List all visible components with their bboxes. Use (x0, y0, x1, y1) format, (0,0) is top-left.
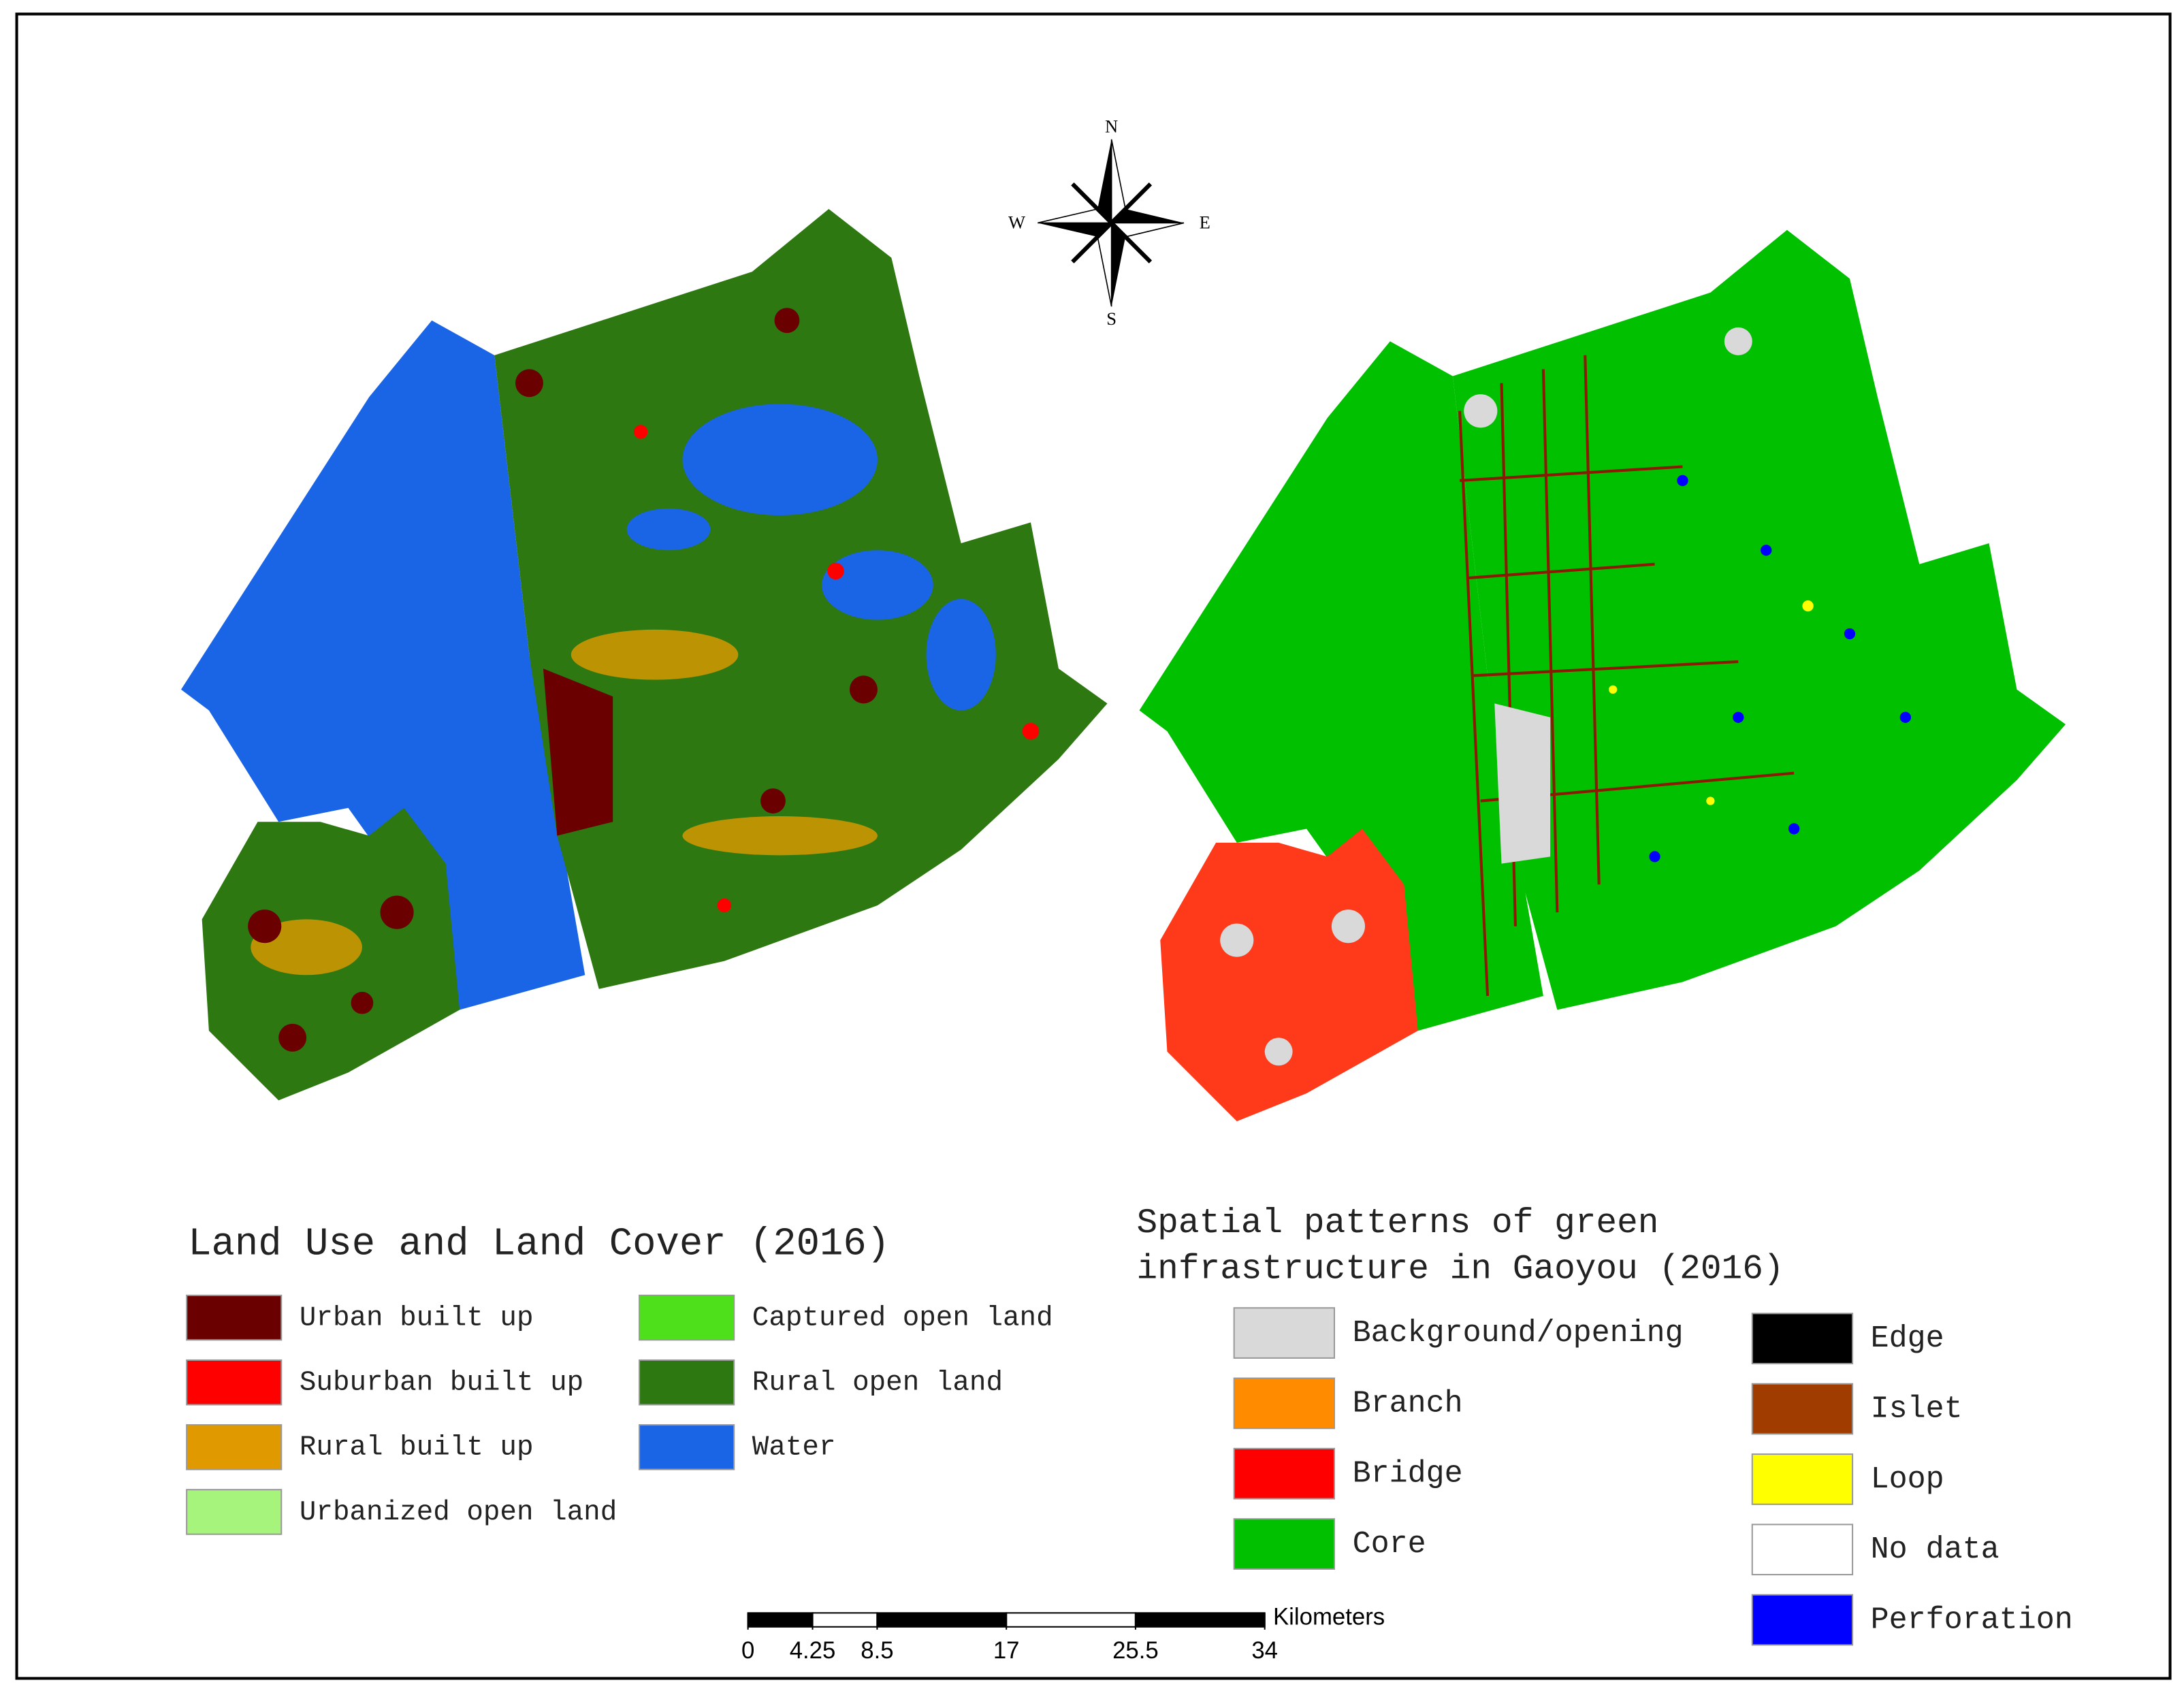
legend-swatch (1751, 1453, 1854, 1505)
compass-rose: N E S W (1008, 116, 1210, 328)
legend-label: Perforation (1871, 1603, 2073, 1637)
legend-swatch (1751, 1524, 1854, 1576)
legend-swatch (186, 1424, 283, 1470)
scale-segment (1006, 1612, 1136, 1628)
legend-label: Bridge (1353, 1457, 1463, 1492)
legend-swatch (1751, 1594, 1854, 1646)
legend-swatch (1751, 1312, 1854, 1365)
legend-label: Edge (1871, 1321, 1944, 1356)
compass-label: W (1008, 212, 1026, 233)
legend-label: Background/opening (1353, 1316, 1684, 1351)
scale-segment (812, 1612, 878, 1628)
legend-swatch (1233, 1307, 1336, 1359)
legend-swatch (1233, 1518, 1336, 1570)
legend-swatch (1233, 1377, 1336, 1430)
legend-label: Islet (1871, 1391, 1963, 1426)
legend-swatch (639, 1294, 735, 1341)
legend-label: Rural built up (300, 1432, 534, 1464)
compass-label: S (1106, 308, 1117, 329)
legend-label: Urbanized open land (300, 1497, 617, 1528)
legend-label: Branch (1353, 1386, 1463, 1421)
scale-segment (1134, 1612, 1266, 1628)
legend-swatch (186, 1489, 283, 1535)
green-infrastructure-map (1139, 229, 2066, 1122)
scale-unit: Kilometers (1273, 1605, 1385, 1630)
legend-label: Core (1353, 1527, 1426, 1562)
legend-label: No data (1871, 1532, 2000, 1567)
scale-tick-label: 17 (993, 1638, 1020, 1664)
compass-label: N (1105, 116, 1118, 136)
legend-swatch (639, 1424, 735, 1470)
scale-segment (747, 1612, 814, 1628)
legend-title: Spatial patterns of green (1136, 1204, 1658, 1243)
legend-title: infrastructure in Gaoyou (2016) (1136, 1249, 1784, 1289)
legend-label: Suburban built up (300, 1368, 583, 1399)
scale-tick-label: 34 (1251, 1638, 1278, 1664)
land-cover-map (180, 209, 1108, 1101)
legend-swatch (1233, 1447, 1336, 1500)
compass-label: E (1200, 212, 1210, 233)
legend-label: Captured open land (752, 1302, 1053, 1334)
legend-label: Urban built up (300, 1302, 534, 1334)
legend-label: Loop (1871, 1462, 1944, 1497)
scale-tick-label: 4.25 (790, 1638, 836, 1664)
legend-label: Water (752, 1432, 836, 1464)
scale-tick-label: 8.5 (861, 1638, 893, 1664)
scale-segment (876, 1612, 1008, 1628)
legend-label: Rural open land (752, 1368, 1003, 1399)
legend-swatch (639, 1359, 735, 1406)
scale-tick-label: 0 (741, 1638, 754, 1664)
legend-swatch (186, 1359, 283, 1406)
scale-tick-label: 25.5 (1112, 1638, 1159, 1664)
legend-swatch (186, 1294, 283, 1341)
legend-swatch (1751, 1383, 1854, 1435)
legend-title: Land Use and Land Cover (2016) (188, 1222, 890, 1266)
